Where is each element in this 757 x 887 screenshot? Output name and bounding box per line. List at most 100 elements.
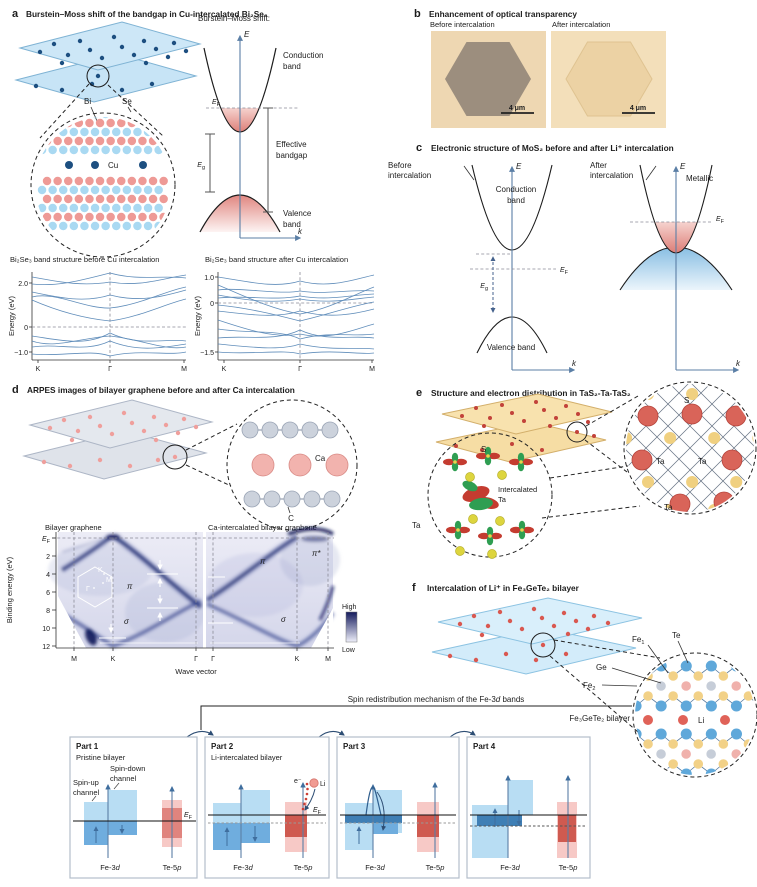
bi-label: Bi (84, 97, 91, 106)
leader-dash (185, 423, 238, 451)
e-axis-label: E (516, 162, 522, 171)
c-atom-label: C (288, 514, 294, 523)
intercalated-ta-label2: Ta (498, 495, 507, 504)
mos2-before-diagram: Before intercalation E k Conduction band… (388, 161, 577, 374)
conduction-band-label: Conduction (283, 51, 323, 60)
ca-label: Ca (315, 454, 326, 463)
te5p-label: Te-5p (294, 863, 313, 872)
ytick: 0 (24, 325, 28, 332)
part3-heading: Part 3 (343, 742, 366, 751)
arpes-images: Bilayer graphene Ca-intercalated bilayer… (5, 523, 358, 676)
part3-box: Part 3 Fe-3d Te-5p (336, 736, 460, 879)
xtick: M (71, 656, 77, 663)
zoom-circle (162, 444, 188, 470)
ta-dots-on-sheets (454, 400, 596, 452)
tas2-sheets (435, 393, 613, 463)
k-axis-label: k (572, 359, 577, 368)
panel-a-title: Burstein–Moss shift of the bandgap in Cu… (26, 9, 268, 19)
part1-subtitle: Pristine bilayer (76, 753, 126, 762)
panel-a-letter: a (12, 8, 19, 20)
ta-label-3: Ta (664, 503, 673, 512)
ef-label: EF (313, 807, 322, 816)
panel-f: f Intercalation of Li⁺ in Fe₃GeTe₂ bilay… (412, 582, 757, 778)
ytick: 2.0 (18, 281, 28, 288)
arpes-right-title: Ca-intercalated bilayer graphene (208, 523, 317, 532)
panel-e-letter: e (416, 387, 422, 399)
li-ion-label: Li (320, 781, 326, 788)
panel-f-letter: f (412, 582, 416, 594)
leader-dash (549, 465, 629, 479)
ef-label: EF (184, 812, 193, 821)
valence-band-label2: band (283, 220, 301, 229)
scalebar-label: 4 μm (630, 105, 646, 112)
tas2-lattice-inset: S Ta Ta Ta (623, 381, 757, 515)
ytick: −1.0 (14, 350, 28, 357)
flake-hexagon-dark (445, 42, 531, 116)
te5p-label: Te-5p (426, 863, 445, 872)
zoom-circle (86, 64, 110, 88)
leader-dash (549, 655, 639, 733)
k-axis-label: k (298, 227, 303, 236)
ge-label: Ge (596, 663, 607, 672)
leader-dash (541, 505, 641, 519)
ef-tick-label: EF (42, 536, 51, 545)
band-structure-after: Bi₂Se₃ band structure after Cu intercala… (193, 255, 375, 373)
ytick: 8 (46, 608, 50, 615)
ytick: 1.0 (204, 275, 214, 282)
part2-subtitle: Li-intercalated bilayer (211, 753, 283, 762)
fe1-label: Fe1 (632, 635, 644, 646)
arpes-white-markers (99, 560, 300, 644)
xtick: K (222, 366, 227, 373)
plot-before-ylabel: Energy (eV) (7, 295, 16, 336)
conduction-band-label2: band (507, 196, 525, 205)
e-axis-label: E (244, 30, 250, 39)
fgt-sheets (431, 597, 643, 675)
ta-label-2: Ta (698, 457, 707, 466)
arpes-left-title: Bilayer graphene (45, 523, 102, 532)
ef-label: EF (560, 267, 569, 276)
dos-peak (365, 786, 382, 816)
ytick: −1.5 (200, 350, 214, 357)
panel-d-letter: d (12, 384, 19, 396)
burstein-moss-band-diagram: Burstein–Moss shift: E k EF Eg Conductio… (197, 14, 323, 242)
spin-title: Spin redistribution mechanism of the Fe-… (348, 695, 525, 704)
panel-c: c Electronic structure of MoS₂ before an… (388, 142, 741, 374)
after-label: After intercalation (552, 20, 610, 29)
xtick: Γ (194, 656, 198, 663)
metallic-label: Metallic (686, 174, 713, 183)
xtick: K (111, 656, 116, 663)
colorbar-low-label: Low (342, 647, 356, 654)
part2-heading: Part 2 (211, 742, 234, 751)
pi-label-right: π (260, 557, 266, 566)
plot-after-title: Bi₂Se₃ band structure after Cu intercala… (205, 255, 348, 264)
colorbar: High Low (342, 604, 358, 654)
eg-label: Eg (480, 283, 488, 292)
graphene-sheets (22, 399, 214, 480)
graphene-ca-inset: Ca C (226, 399, 358, 531)
fgt-bilayer-label: Fe₃GeTe₂ bilayer (569, 714, 630, 723)
panel-b-letter: b (414, 8, 421, 20)
te-label: Te (672, 631, 681, 640)
intercalated-ta-blob (462, 480, 499, 511)
micrograph-before: 4 μm (431, 31, 546, 128)
s-label: S (684, 396, 689, 405)
xtick: Γ (298, 366, 302, 373)
spin-redistribution: Spin redistribution mechanism of the Fe-… (69, 695, 632, 879)
after-label: After (590, 161, 607, 170)
panel-b: b Enhancement of optical transparency Be… (414, 8, 666, 128)
part1-box: Part 1 Pristine bilayer Spin-down channe… (69, 736, 198, 879)
band-structure-before: Bi₂Se₃ band structure before Cu intercal… (7, 255, 187, 373)
electron-label: e⁻ (294, 778, 302, 785)
leader-dash (39, 83, 90, 139)
spin-flip-arrow (376, 791, 387, 831)
fe3d-label: Fe-3d (233, 863, 253, 872)
intercalated-ta-label: Intercalated (498, 485, 537, 494)
panel-d-title: ARPES images of bilayer graphene before … (27, 385, 295, 395)
leader-dash (185, 464, 232, 487)
fe3d-label: Fe-3d (365, 863, 385, 872)
leader-dash (584, 439, 628, 473)
mos2-after-diagram: After intercalation E k Metallic EF (590, 161, 741, 374)
panel-d: d ARPES images of bilayer graphene befor… (5, 384, 358, 676)
valence-band-label: Valence (283, 209, 312, 218)
li-label: Li (698, 716, 704, 725)
